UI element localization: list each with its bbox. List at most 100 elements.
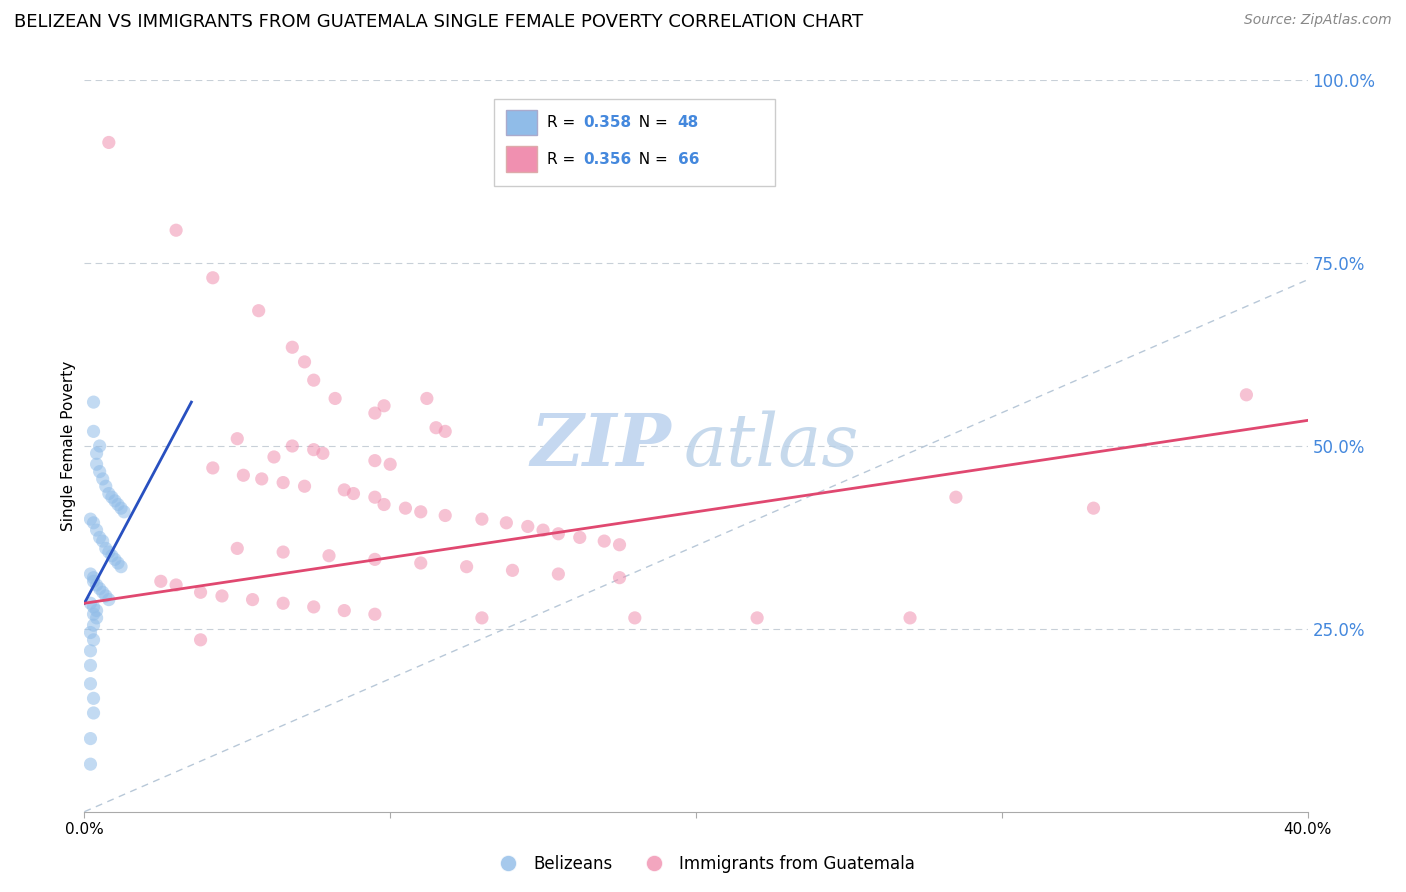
Point: [112, 505, 135, 519]
Point: [211, 589, 233, 603]
Point: [471, 611, 494, 625]
Point: [79, 596, 101, 610]
Point: [89, 465, 111, 479]
Text: 48: 48: [678, 115, 699, 130]
Point: [271, 596, 294, 610]
Point: [945, 490, 967, 504]
Point: [104, 552, 127, 566]
Point: [94, 541, 117, 556]
Point: [110, 501, 132, 516]
Text: Source: ZipAtlas.com: Source: ZipAtlas.com: [1244, 13, 1392, 28]
Point: [342, 486, 364, 500]
Point: [323, 392, 346, 406]
Point: [149, 574, 172, 589]
Point: [250, 472, 273, 486]
Point: [165, 578, 187, 592]
Point: [226, 432, 249, 446]
Point: [89, 439, 111, 453]
Point: [1083, 501, 1105, 516]
Point: [568, 530, 591, 544]
Text: BELIZEAN VS IMMIGRANTS FROM GUATEMALA SINGLE FEMALE POVERTY CORRELATION CHART: BELIZEAN VS IMMIGRANTS FROM GUATEMALA SI…: [14, 13, 863, 31]
Point: [409, 505, 432, 519]
Point: [104, 494, 127, 508]
Point: [271, 545, 294, 559]
Y-axis label: Single Female Poverty: Single Female Poverty: [60, 361, 76, 531]
Point: [79, 644, 101, 658]
Point: [242, 592, 264, 607]
Point: [201, 270, 224, 285]
Point: [226, 541, 249, 556]
Point: [456, 559, 478, 574]
Point: [83, 425, 105, 439]
Point: [79, 512, 101, 526]
Point: [747, 611, 769, 625]
Point: [86, 578, 108, 592]
Point: [312, 446, 335, 460]
Point: [91, 534, 114, 549]
Point: [281, 439, 304, 453]
Point: [79, 658, 101, 673]
Bar: [494, 99, 776, 186]
Point: [201, 461, 224, 475]
Point: [294, 355, 316, 369]
Point: [86, 523, 108, 537]
Point: [83, 516, 105, 530]
Point: [79, 731, 101, 746]
Point: [593, 534, 616, 549]
Point: [425, 421, 447, 435]
Point: [364, 552, 387, 566]
Text: ZIP: ZIP: [530, 410, 672, 482]
Point: [302, 373, 325, 387]
Point: [94, 479, 117, 493]
Point: [83, 574, 105, 589]
Point: [190, 585, 212, 599]
Point: [83, 607, 105, 622]
Point: [302, 599, 325, 614]
Point: [83, 395, 105, 409]
Point: [394, 501, 416, 516]
Point: [79, 757, 101, 772]
Point: [110, 559, 132, 574]
Point: [416, 392, 439, 406]
Point: [91, 472, 114, 486]
Point: [547, 526, 569, 541]
Point: [83, 618, 105, 632]
Bar: [506, 146, 537, 171]
Point: [364, 453, 387, 467]
Point: [271, 475, 294, 490]
Point: [609, 571, 631, 585]
Point: [333, 483, 356, 497]
Point: [531, 523, 554, 537]
Point: [547, 567, 569, 582]
Point: [263, 450, 285, 464]
Bar: [506, 110, 537, 136]
Point: [1236, 388, 1258, 402]
Point: [333, 603, 356, 617]
Point: [364, 607, 387, 622]
Point: [624, 611, 647, 625]
Point: [302, 442, 325, 457]
Point: [83, 632, 105, 647]
Point: [79, 676, 101, 690]
Text: N =: N =: [628, 152, 672, 167]
Point: [471, 512, 494, 526]
Text: N =: N =: [628, 115, 672, 130]
Legend: Belizeans, Immigrants from Guatemala: Belizeans, Immigrants from Guatemala: [485, 848, 921, 880]
Point: [83, 691, 105, 706]
Point: [502, 563, 524, 577]
Point: [380, 458, 402, 472]
Point: [373, 498, 395, 512]
Point: [86, 611, 108, 625]
Point: [97, 545, 120, 559]
Point: [101, 549, 124, 563]
Point: [83, 571, 105, 585]
Point: [609, 538, 631, 552]
Point: [364, 406, 387, 420]
Text: R =: R =: [547, 115, 579, 130]
Point: [86, 603, 108, 617]
Point: [294, 479, 316, 493]
Point: [165, 223, 187, 237]
Point: [89, 530, 111, 544]
Point: [190, 632, 212, 647]
Point: [373, 399, 395, 413]
